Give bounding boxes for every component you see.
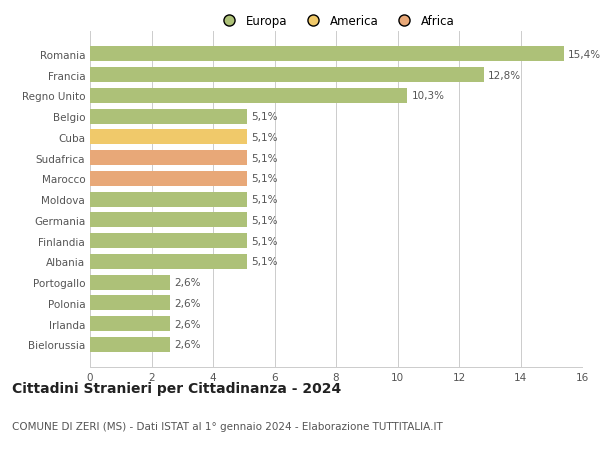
Text: 2,6%: 2,6% bbox=[175, 340, 201, 349]
Bar bbox=[90, 234, 247, 248]
Text: 5,1%: 5,1% bbox=[251, 153, 278, 163]
Legend: Europa, America, Africa: Europa, America, Africa bbox=[214, 11, 458, 31]
Bar bbox=[90, 192, 247, 207]
Text: 5,1%: 5,1% bbox=[251, 112, 278, 122]
Text: 12,8%: 12,8% bbox=[488, 71, 521, 80]
Text: COMUNE DI ZERI (MS) - Dati ISTAT al 1° gennaio 2024 - Elaborazione TUTTITALIA.IT: COMUNE DI ZERI (MS) - Dati ISTAT al 1° g… bbox=[12, 421, 443, 431]
Text: 10,3%: 10,3% bbox=[412, 91, 445, 101]
Bar bbox=[90, 151, 247, 166]
Bar bbox=[90, 172, 247, 186]
Bar bbox=[90, 337, 170, 352]
Bar bbox=[90, 47, 563, 62]
Text: 5,1%: 5,1% bbox=[251, 133, 278, 143]
Text: 5,1%: 5,1% bbox=[251, 215, 278, 225]
Bar bbox=[90, 275, 170, 290]
Bar bbox=[90, 316, 170, 331]
Text: 15,4%: 15,4% bbox=[568, 50, 600, 60]
Bar bbox=[90, 109, 247, 124]
Text: Cittadini Stranieri per Cittadinanza - 2024: Cittadini Stranieri per Cittadinanza - 2… bbox=[12, 381, 341, 395]
Bar bbox=[90, 296, 170, 311]
Text: 5,1%: 5,1% bbox=[251, 257, 278, 267]
Bar bbox=[90, 68, 484, 83]
Bar bbox=[90, 213, 247, 228]
Text: 2,6%: 2,6% bbox=[175, 319, 201, 329]
Text: 2,6%: 2,6% bbox=[175, 277, 201, 287]
Text: 5,1%: 5,1% bbox=[251, 195, 278, 205]
Bar bbox=[90, 254, 247, 269]
Text: 2,6%: 2,6% bbox=[175, 298, 201, 308]
Bar bbox=[90, 130, 247, 145]
Bar bbox=[90, 89, 407, 104]
Text: 5,1%: 5,1% bbox=[251, 174, 278, 184]
Text: 5,1%: 5,1% bbox=[251, 236, 278, 246]
